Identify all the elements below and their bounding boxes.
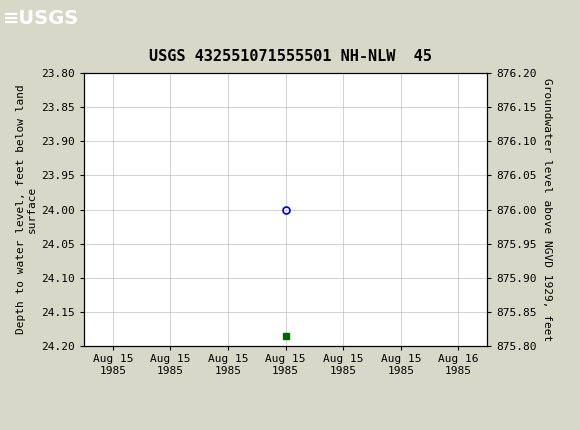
Y-axis label: Groundwater level above NGVD 1929, feet: Groundwater level above NGVD 1929, feet xyxy=(542,78,552,341)
Y-axis label: Depth to water level, feet below land
surface: Depth to water level, feet below land su… xyxy=(16,85,37,335)
Text: ≡USGS: ≡USGS xyxy=(3,9,79,28)
Text: USGS 432551071555501 NH-NLW  45: USGS 432551071555501 NH-NLW 45 xyxy=(148,49,432,64)
